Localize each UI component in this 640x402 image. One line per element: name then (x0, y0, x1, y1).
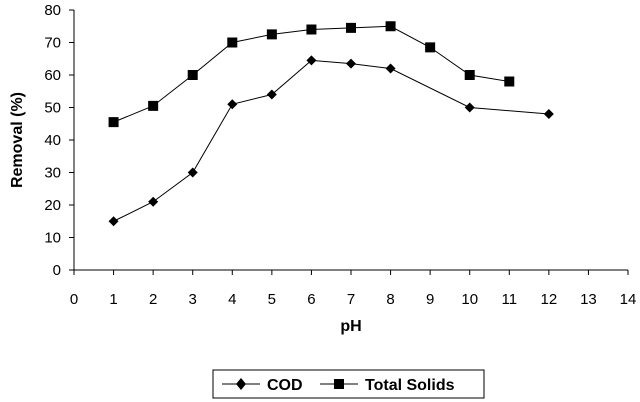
x-tick-label: 12 (541, 291, 558, 308)
data-point-total-solids (187, 70, 198, 80)
x-tick-label: 2 (149, 291, 157, 308)
x-tick-label: 7 (347, 291, 355, 308)
x-tick-label: 11 (501, 291, 517, 308)
series-line-cod (113, 59, 549, 222)
data-point-total-solids (266, 29, 277, 40)
legend: COD Total Solids (212, 369, 485, 399)
x-tick-label: 1 (109, 291, 117, 308)
data-point-total-solids (306, 24, 317, 35)
y-tick-label: 0 (53, 262, 61, 279)
data-point-total-solids (425, 42, 436, 53)
x-tick-label: 9 (426, 291, 434, 308)
x-tick-label: 0 (70, 291, 78, 308)
x-tick-label: 14 (620, 291, 637, 308)
x-tick-label: 6 (307, 291, 315, 308)
data-point-cod (385, 63, 396, 74)
x-tick-label: 5 (268, 291, 276, 308)
y-tick-label: 40 (44, 132, 61, 149)
x-axis-title: pH (340, 318, 361, 335)
y-axis-title: Removal (%) (9, 92, 26, 188)
data-point-cod (464, 102, 475, 113)
data-point-total-solids (148, 100, 159, 111)
x-tick-label: 10 (461, 291, 478, 308)
legend-cod-label: COD (267, 377, 303, 394)
data-point-cod (108, 216, 119, 227)
x-tick-label: 8 (386, 291, 394, 308)
data-point-cod (148, 196, 159, 207)
data-point-cod (306, 55, 317, 66)
legend-ts-label: Total Solids (365, 377, 455, 394)
data-point-total-solids (227, 37, 238, 48)
y-tick-label: 20 (44, 197, 61, 214)
data-point-cod (227, 99, 238, 110)
x-tick-label: 13 (580, 291, 597, 308)
y-tick-label: 70 (44, 35, 61, 52)
y-tick-label: 10 (44, 230, 61, 247)
data-point-cod (266, 89, 277, 100)
x-tick-label: 3 (189, 291, 197, 308)
y-tick-label: 50 (44, 100, 61, 117)
data-point-total-solids (385, 21, 396, 32)
y-tick-label: 60 (44, 67, 61, 84)
data-point-cod (543, 109, 554, 119)
y-tick-label: 80 (44, 2, 61, 19)
data-point-total-solids (346, 22, 356, 33)
series-markers (108, 21, 554, 227)
y-tick-label: 30 (44, 165, 61, 182)
series-lines (113, 25, 549, 222)
legend-cod-diamond-icon (236, 378, 246, 390)
series-line-total-solids (113, 25, 510, 123)
data-point-total-solids (464, 70, 475, 80)
data-point-cod (346, 58, 356, 69)
data-point-cod (187, 167, 198, 178)
legend-ts-square-icon (334, 379, 344, 389)
x-tick-label: 4 (228, 291, 236, 308)
data-point-total-solids (108, 117, 119, 128)
data-point-total-solids (504, 76, 515, 87)
